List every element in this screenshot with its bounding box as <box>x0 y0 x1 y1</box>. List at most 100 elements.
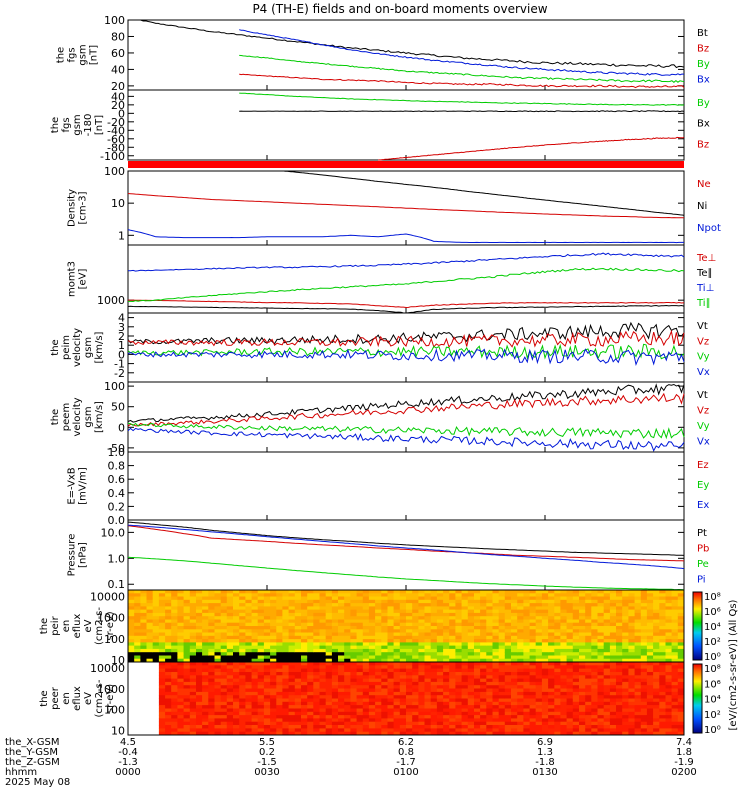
heatmap-cell <box>443 695 450 699</box>
heatmap-cell <box>387 698 395 703</box>
y-tick-label: 100 <box>104 704 125 717</box>
heatmap-cell <box>350 626 358 630</box>
heatmap-cell <box>671 728 679 733</box>
heatmap-cell <box>523 619 531 624</box>
heatmap-cell <box>480 675 487 680</box>
heatmap-cell <box>461 645 469 650</box>
heatmap-cell <box>152 698 160 703</box>
heatmap-cell <box>560 606 568 611</box>
heatmap-cell <box>671 609 679 614</box>
heatmap-cell <box>486 665 493 670</box>
heatmap-cell <box>418 619 426 624</box>
heatmap-cell <box>128 648 135 653</box>
y-tick-label: 10 <box>111 724 125 737</box>
heatmap-cell <box>653 616 660 620</box>
heatmap-cell <box>214 672 222 676</box>
heatmap-cell <box>257 698 265 703</box>
heatmap-cell <box>158 681 166 686</box>
heatmap-cell <box>541 645 549 650</box>
heatmap-cell <box>677 681 685 686</box>
heatmap-cell <box>251 648 259 653</box>
heatmap-cell <box>331 695 339 699</box>
heatmap-cell <box>486 612 493 617</box>
heatmap-cell <box>282 619 290 624</box>
heatmap-cell <box>461 688 469 693</box>
heatmap-cell <box>548 695 555 699</box>
heatmap-cell <box>257 731 265 736</box>
heatmap-cell <box>511 642 518 647</box>
legend-Vx: Vx <box>697 437 710 448</box>
heatmap-cell <box>202 691 209 696</box>
heatmap-cell <box>189 665 197 670</box>
heatmap-cell <box>245 691 253 696</box>
heatmap-cell <box>523 708 531 713</box>
heatmap-cell <box>646 685 654 689</box>
heatmap-cell <box>597 711 605 716</box>
heatmap-cell <box>486 731 493 736</box>
heatmap-cell <box>677 685 685 689</box>
heatmap-cell <box>646 596 654 601</box>
heatmap-cell <box>418 715 426 719</box>
heatmap-cell <box>671 635 679 640</box>
heatmap-cell <box>399 715 407 719</box>
heatmap-cell <box>511 668 518 673</box>
heatmap-cell <box>362 731 370 736</box>
heatmap-cell <box>591 662 598 666</box>
heatmap-cell <box>183 698 191 703</box>
heatmap-cell <box>214 698 222 703</box>
heatmap-cell <box>412 665 419 670</box>
heatmap-cell <box>412 721 419 726</box>
heatmap-cell <box>665 662 673 666</box>
heatmap-cell <box>430 721 438 726</box>
heatmap-cell <box>646 728 654 733</box>
heatmap-cell <box>511 616 518 620</box>
heatmap-cell <box>165 721 172 726</box>
heatmap-cell <box>511 619 518 624</box>
heatmap-cell <box>616 728 623 733</box>
heatmap-cell <box>362 728 370 733</box>
heatmap-cell <box>541 698 549 703</box>
heatmap-cell <box>474 672 481 676</box>
heatmap-cell <box>480 715 487 719</box>
heatmap-cell <box>461 642 469 647</box>
heatmap-cell <box>189 599 197 604</box>
heatmap-cell <box>375 599 382 604</box>
heatmap-cell <box>579 688 586 693</box>
heatmap-cell <box>597 619 605 624</box>
heatmap-cell <box>313 596 320 601</box>
heatmap-cell <box>480 635 487 640</box>
heatmap-cell <box>430 685 438 689</box>
heatmap-cell <box>455 728 463 733</box>
series-Vy <box>127 422 685 440</box>
heatmap-cell <box>517 691 524 696</box>
heatmap-cell <box>399 642 407 647</box>
heatmap-cell <box>585 705 592 709</box>
heatmap-cell <box>276 668 283 673</box>
heatmap-cell <box>616 685 623 689</box>
heatmap-cell <box>492 642 500 647</box>
heatmap-cell <box>486 616 493 620</box>
heatmap-cell <box>165 606 172 611</box>
heatmap-cell <box>467 695 475 699</box>
heatmap-cell <box>368 721 376 726</box>
heatmap-cell <box>560 619 568 624</box>
heatmap-cell <box>659 685 666 689</box>
heatmap-cell <box>202 590 209 594</box>
heatmap-cell <box>665 652 673 656</box>
heatmap-cell <box>480 705 487 709</box>
heatmap-cell <box>375 672 382 676</box>
heatmap-cell <box>245 695 253 699</box>
heatmap-cell <box>616 642 623 647</box>
heatmap-cell <box>233 708 240 713</box>
heatmap-cell <box>152 668 160 673</box>
heatmap-cell <box>665 672 673 676</box>
heatmap-cell <box>233 681 240 686</box>
heatmap-cell <box>609 691 617 696</box>
heatmap-cell <box>128 678 135 683</box>
heatmap-cell <box>653 701 660 706</box>
heatmap-cell <box>461 695 469 699</box>
heatmap-cell <box>362 668 370 673</box>
ephemeris-value: 0130 <box>532 767 557 778</box>
heatmap-cell <box>443 652 450 656</box>
heatmap-cell <box>443 658 450 663</box>
